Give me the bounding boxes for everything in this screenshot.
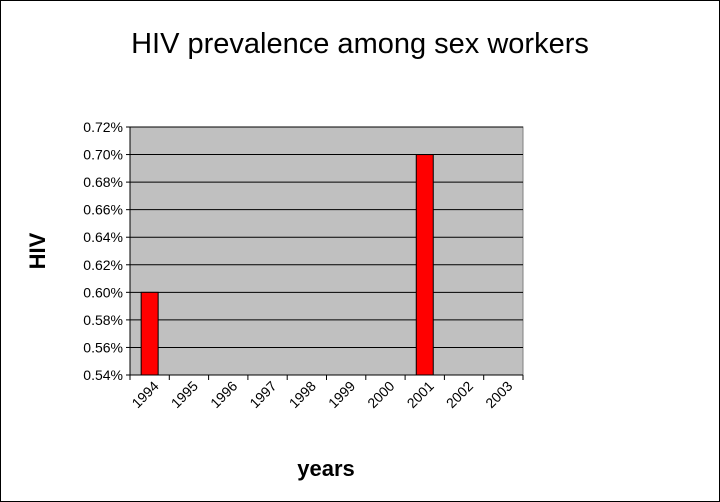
x-tick-label: 2002 <box>443 378 476 411</box>
x-tick-label: 2003 <box>482 378 515 411</box>
bar-2001 <box>415 154 434 376</box>
x-ticks: 1994 1995 1996 1997 1998 1999 2000 2001 2002 2003 <box>128 375 524 411</box>
y-tick-label: 0.64% <box>83 229 123 245</box>
y-tick-label: 0.60% <box>83 284 123 300</box>
x-tick-label: 2000 <box>364 378 397 411</box>
bars <box>140 154 434 376</box>
y-ticks: 0.72% 0.70% 0.68% 0.66% 0.64% 0.62% 0.60% 0.58%… <box>83 119 130 383</box>
x-tick-label: 2001 <box>404 378 437 411</box>
y-axis-title: HIV <box>25 232 50 269</box>
y-tick-label: 0.58% <box>83 312 123 328</box>
y-tick-label: 0.62% <box>83 257 123 273</box>
y-tick-label: 0.68% <box>83 174 123 190</box>
x-tick-label: 1998 <box>286 378 319 411</box>
y-tick-label: 0.66% <box>83 202 123 218</box>
y-tick-label: 0.54% <box>83 367 123 383</box>
x-tick-label: 1996 <box>207 378 240 411</box>
y-tick-label: 0.56% <box>83 339 123 355</box>
x-tick-label: 1999 <box>325 378 358 411</box>
chart-title: HIV prevalence among sex workers <box>131 28 589 60</box>
x-tick-label: 1995 <box>168 378 201 411</box>
x-axis-title: years <box>297 456 355 481</box>
y-tick-label: 0.72% <box>83 119 123 135</box>
x-tick-label: 1997 <box>246 378 279 411</box>
bar-1994 <box>140 291 159 376</box>
plot-area <box>129 126 524 376</box>
x-tick-label: 1994 <box>128 378 161 411</box>
y-tick-label: 0.70% <box>83 147 123 163</box>
